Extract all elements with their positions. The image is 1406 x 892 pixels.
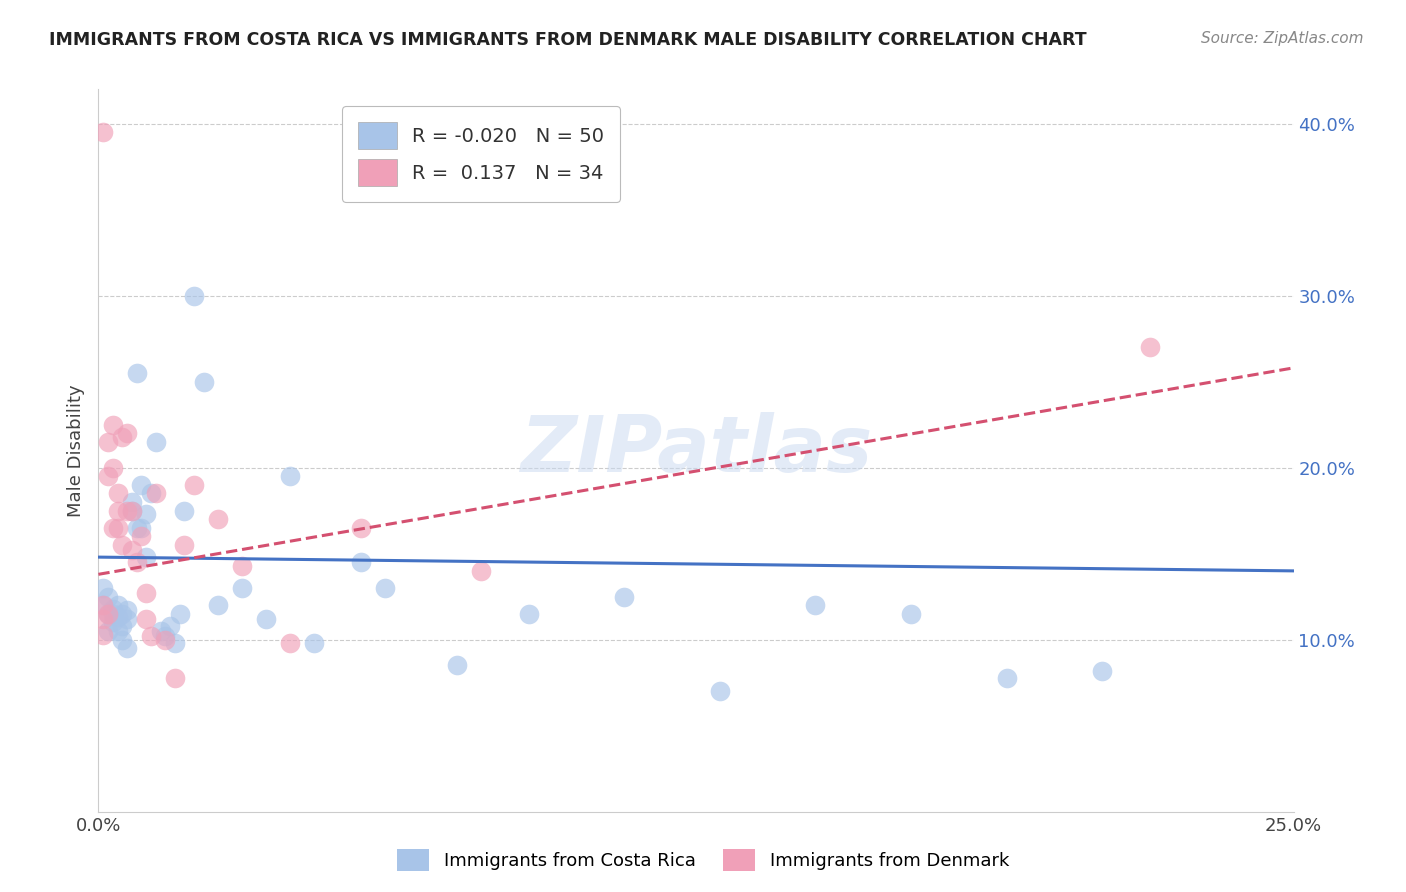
Point [91,627,114,641]
Point [145,434,167,449]
Point [101,417,124,432]
Point [350,521,373,535]
Point [804,599,827,613]
Point [97,590,120,604]
Point [995,671,1018,685]
Point [145,486,167,500]
Point [107,503,129,517]
Point [139,486,162,500]
Point [97,607,120,621]
Point [101,607,124,621]
Point [125,366,148,380]
Point [121,503,143,517]
Point [101,615,124,630]
Point [121,543,143,558]
Point [97,624,120,639]
Point [91,581,114,595]
Point [111,619,134,633]
Point [91,599,114,613]
Point [111,430,134,444]
Point [115,426,138,441]
Point [111,538,134,552]
Point [107,624,129,639]
Point [1091,664,1114,678]
Point [97,607,120,621]
Point [121,503,143,517]
Point [183,478,205,492]
Point [900,607,922,621]
Point [101,521,124,535]
Point [135,612,157,626]
Point [278,636,301,650]
Point [97,469,120,483]
Text: ZIPatlas: ZIPatlas [520,412,872,489]
Point [159,619,181,633]
Point [231,581,253,595]
Point [115,641,138,656]
Point [254,612,277,626]
Point [91,612,114,626]
Point [131,521,153,535]
Point [155,629,177,643]
Point [149,624,172,639]
Legend: R = -0.020   N = 50, R =  0.137   N = 34: R = -0.020 N = 50, R = 0.137 N = 34 [342,106,620,202]
Point [107,599,129,613]
Point [350,555,373,569]
Point [139,629,162,643]
Point [207,599,229,613]
Point [278,469,301,483]
Point [107,521,129,535]
Point [131,529,153,543]
Point [115,503,138,517]
Legend: Immigrants from Costa Rica, Immigrants from Denmark: Immigrants from Costa Rica, Immigrants f… [389,842,1017,879]
Point [173,503,195,517]
Point [135,586,157,600]
Point [169,607,191,621]
Point [163,671,186,685]
Point [163,636,186,650]
Point [231,558,253,573]
Point [115,612,138,626]
Point [183,288,205,302]
Text: Source: ZipAtlas.com: Source: ZipAtlas.com [1201,31,1364,46]
Point [97,434,120,449]
Point [135,550,157,565]
Point [1139,340,1161,354]
Point [115,603,138,617]
Point [374,581,396,595]
Text: IMMIGRANTS FROM COSTA RICA VS IMMIGRANTS FROM DENMARK MALE DISABILITY CORRELATIO: IMMIGRANTS FROM COSTA RICA VS IMMIGRANTS… [49,31,1087,49]
Point [613,590,636,604]
Point [125,521,148,535]
Point [470,564,492,578]
Point [107,610,129,624]
Point [131,478,153,492]
Point [446,658,468,673]
Point [91,125,114,139]
Point [91,599,114,613]
Point [155,632,177,647]
Point [135,507,157,521]
Y-axis label: Male Disability: Male Disability [66,384,84,516]
Point [107,486,129,500]
Point [121,495,143,509]
Point [193,375,215,389]
Point [111,632,134,647]
Point [517,607,540,621]
Point [101,460,124,475]
Point [302,636,325,650]
Point [173,538,195,552]
Point [125,555,148,569]
Point [111,607,134,621]
Point [101,601,124,615]
Point [207,512,229,526]
Point [709,684,731,698]
